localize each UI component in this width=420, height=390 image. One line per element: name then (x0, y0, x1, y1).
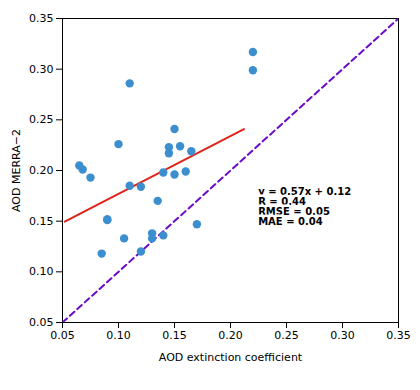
svg-text:0.05: 0.05 (29, 316, 54, 329)
svg-text:0.25: 0.25 (274, 329, 299, 342)
svg-text:0.10: 0.10 (106, 329, 131, 342)
svg-text:0.35: 0.35 (386, 329, 411, 342)
svg-text:0.25: 0.25 (29, 113, 54, 126)
svg-text:AOD MERRA−2: AOD MERRA−2 (10, 129, 23, 212)
svg-text:0.05: 0.05 (50, 329, 75, 342)
svg-text:0.35: 0.35 (29, 12, 54, 25)
svg-text:0.20: 0.20 (218, 329, 243, 342)
svg-text:0.30: 0.30 (330, 329, 355, 342)
svg-text:0.20: 0.20 (29, 164, 54, 177)
svg-text:0.15: 0.15 (29, 215, 54, 228)
svg-text:0.10: 0.10 (29, 265, 54, 278)
svg-text:0.30: 0.30 (29, 63, 54, 76)
svg-text:y = 0.57x + 0.12R = 0.44RMSE =: y = 0.57x + 0.12R = 0.44RMSE = 0.05MAE =… (258, 186, 351, 227)
svg-text:AOD extinction coefficient: AOD extinction coefficient (159, 351, 303, 364)
svg-text:0.15: 0.15 (162, 329, 187, 342)
